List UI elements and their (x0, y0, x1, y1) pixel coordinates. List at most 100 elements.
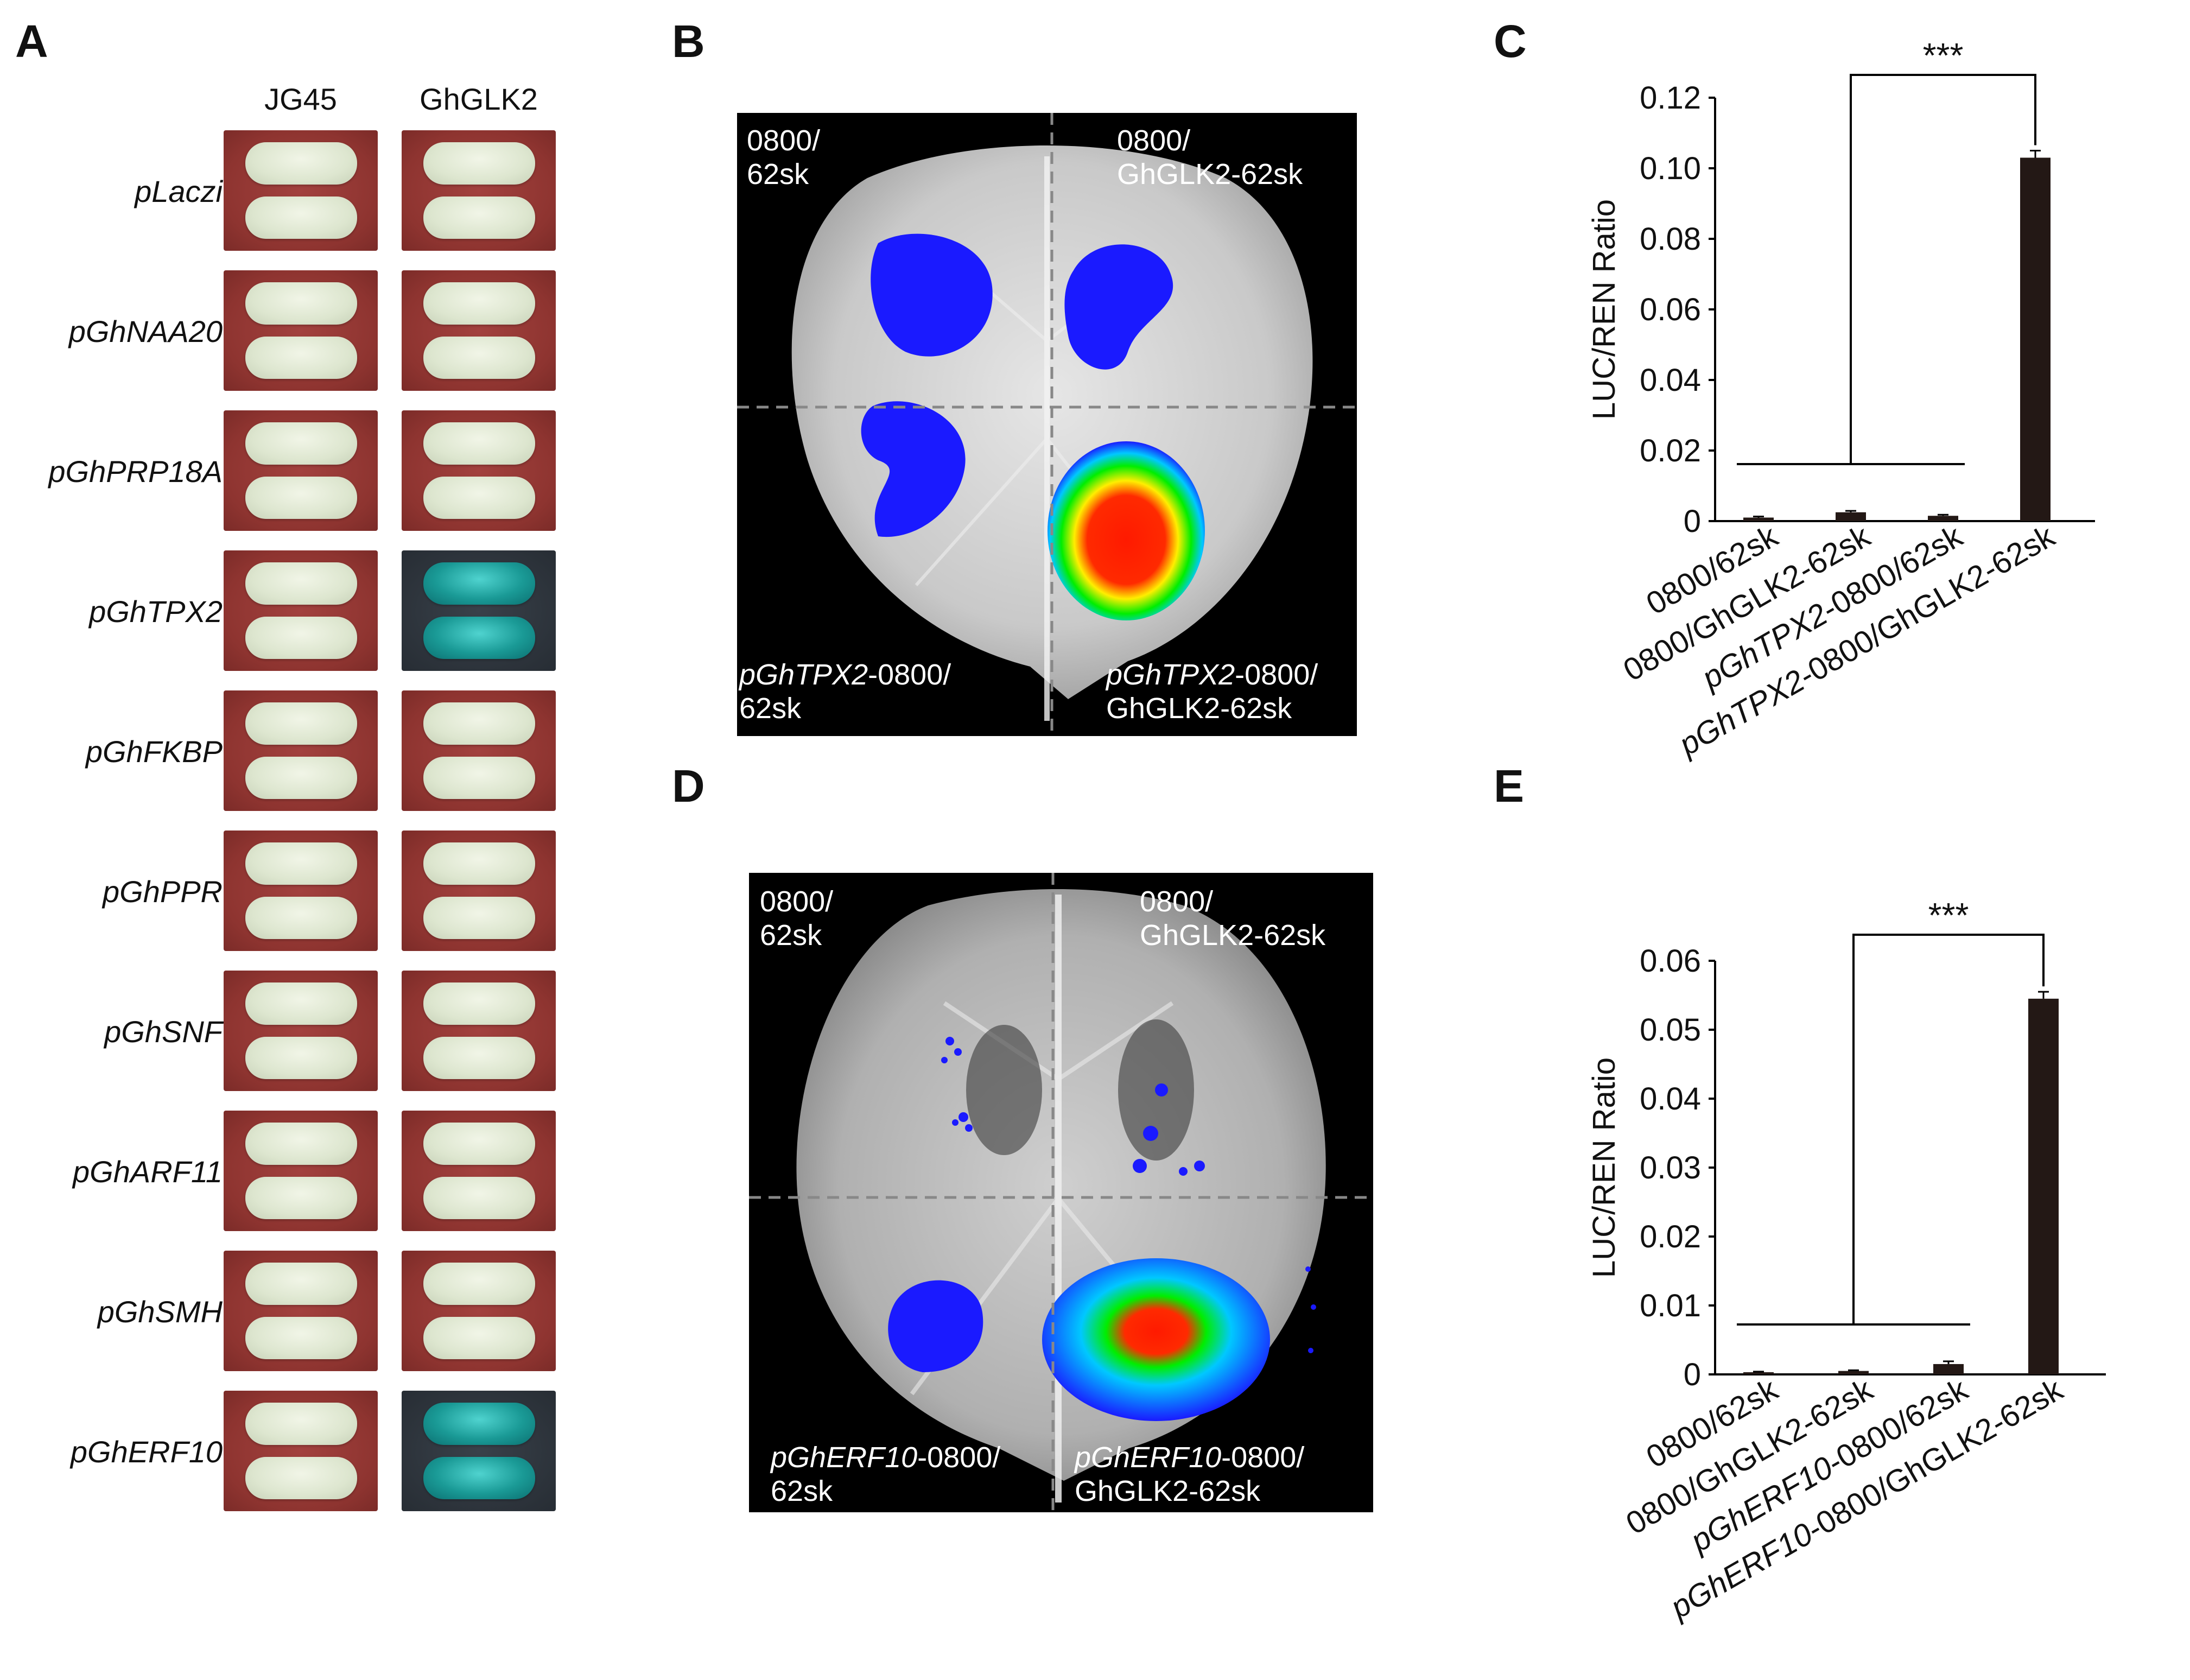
bar (1933, 1364, 1964, 1374)
leaf-d-label-br: pGhERF10-0800/ GhGLK2-62sk (1075, 1441, 1305, 1507)
leaf-d-label-bl: pGhERF10-0800/ 62sk (771, 1441, 1001, 1507)
yeast-colony (245, 1457, 357, 1499)
yeast-colony (423, 562, 535, 605)
y-tick-label: 0.01 (1640, 1288, 1701, 1323)
leaf-luminescence-b (737, 113, 1357, 736)
yeast-colony (423, 1263, 535, 1305)
yeast-colony (423, 1403, 535, 1445)
yeast-colony (245, 477, 357, 519)
y-axis-label: LUC/REN Ratio (1586, 1057, 1622, 1278)
y-tick-label: 0.06 (1640, 943, 1701, 979)
plate-jg45 (224, 1251, 378, 1371)
leaf-b-label-br: pGhTPX2-0800/ GhGLK2-62sk (1106, 658, 1318, 725)
y-tick-label: 0.08 (1640, 221, 1701, 257)
yeast-colony (245, 562, 357, 605)
plate-jg45 (224, 690, 378, 811)
panel-label-d: D (672, 760, 705, 812)
signal-bottom-left (861, 401, 966, 537)
yeast-colony (245, 982, 357, 1025)
panel-label-e: E (1494, 760, 1525, 812)
yeast-colony (423, 897, 535, 939)
yeast-colony (423, 1123, 535, 1165)
yeast-colony (245, 897, 357, 939)
row-label: pGhTPX2 (89, 594, 223, 629)
plate-ghglk2 (402, 1391, 556, 1511)
signal-bottom-right (1048, 441, 1205, 620)
y-axis-label: LUC/REN Ratio (1586, 199, 1622, 420)
yeast-colony (423, 1037, 535, 1079)
signal-bottom-right (1042, 1258, 1270, 1421)
yeast-colony (245, 142, 357, 185)
y-tick-label: 0.02 (1640, 1219, 1701, 1254)
yeast-colony (245, 702, 357, 745)
signal-top-left (871, 233, 993, 357)
row-label: pGhPPR (103, 874, 223, 909)
bar (1838, 1371, 1869, 1374)
signal-sparse-dots (941, 1037, 1316, 1353)
plate-jg45 (224, 130, 378, 251)
plate-ghglk2 (402, 1111, 556, 1231)
row-label: pGhFKBP (85, 734, 223, 769)
signal-bottom-left (888, 1280, 983, 1372)
panel-label-a: A (15, 16, 48, 67)
row-label: pGhARF11 (73, 1155, 223, 1189)
yeast-colony (423, 617, 535, 659)
leaf-d-label-tl: 0800/62sk (760, 885, 834, 952)
plate-ghglk2 (402, 1251, 556, 1371)
y-tick-label: 0.03 (1640, 1150, 1701, 1185)
significance-bracket (1850, 74, 2036, 464)
plate-ghglk2 (402, 270, 556, 391)
column-header-jg45: JG45 (264, 82, 337, 116)
y-tick-label: 0 (1684, 504, 1701, 539)
yeast-colony (423, 337, 535, 379)
bar (1836, 512, 1866, 521)
leaf-luminescence-d (749, 873, 1373, 1512)
yeast-colony (423, 196, 535, 239)
plate-jg45 (224, 270, 378, 391)
yeast-colony (423, 702, 535, 745)
plate-ghglk2 (402, 550, 556, 671)
row-label: pGhNAA20 (68, 314, 223, 348)
row-label: pGhSMH (97, 1295, 223, 1329)
yeast-colony (245, 1037, 357, 1079)
yeast-colony (245, 1403, 357, 1445)
y-tick-label: 0.02 (1640, 433, 1701, 468)
yeast-colony (245, 1177, 357, 1219)
plate-jg45 (224, 550, 378, 671)
significance-bracket (1852, 934, 2045, 1324)
yeast-colony (245, 282, 357, 325)
plate-ghglk2 (402, 831, 556, 951)
y-tick-label: 0.04 (1640, 1081, 1701, 1117)
yeast-colony (245, 337, 357, 379)
leaf-b-label-bl: pGhTPX2-0800/ 62sk (739, 658, 951, 725)
y-tick-label: 0 (1684, 1357, 1701, 1392)
yeast-colony (423, 757, 535, 799)
bar (2020, 157, 2051, 521)
yeast-colony (245, 1123, 357, 1165)
bar (1743, 1372, 1774, 1374)
plate-ghglk2 (402, 410, 556, 531)
y-tick-label: 0.05 (1640, 1012, 1701, 1048)
yeast-colony (423, 1317, 535, 1359)
plate-ghglk2 (402, 690, 556, 811)
yeast-colony (245, 617, 357, 659)
plate-jg45 (224, 1391, 378, 1511)
yeast-colony (245, 1263, 357, 1305)
row-label: pGhPRP18A (48, 454, 223, 489)
bar (1928, 516, 1958, 521)
leaf-b-label-tr: 0800/GhGLK2-62sk (1117, 124, 1303, 191)
plate-ghglk2 (402, 130, 556, 251)
bar (1743, 517, 1774, 521)
leaf-b-label-tl: 0800/62sk (747, 124, 821, 191)
leaf-image-b: 0800/62sk 0800/GhGLK2-62sk pGhTPX2-0800/… (737, 113, 1357, 736)
yeast-colony (423, 982, 535, 1025)
significance-label: *** (1928, 896, 1969, 935)
plate-jg45 (224, 1111, 378, 1231)
leaf-image-d: 0800/62sk 0800/GhGLK2-62sk pGhERF10-0800… (749, 873, 1373, 1512)
leaf-d-label-tr: 0800/GhGLK2-62sk (1140, 885, 1326, 952)
yeast-colony (245, 422, 357, 465)
plate-jg45 (224, 410, 378, 531)
panel-label-b: B (672, 16, 705, 67)
yeast-colony (423, 842, 535, 885)
